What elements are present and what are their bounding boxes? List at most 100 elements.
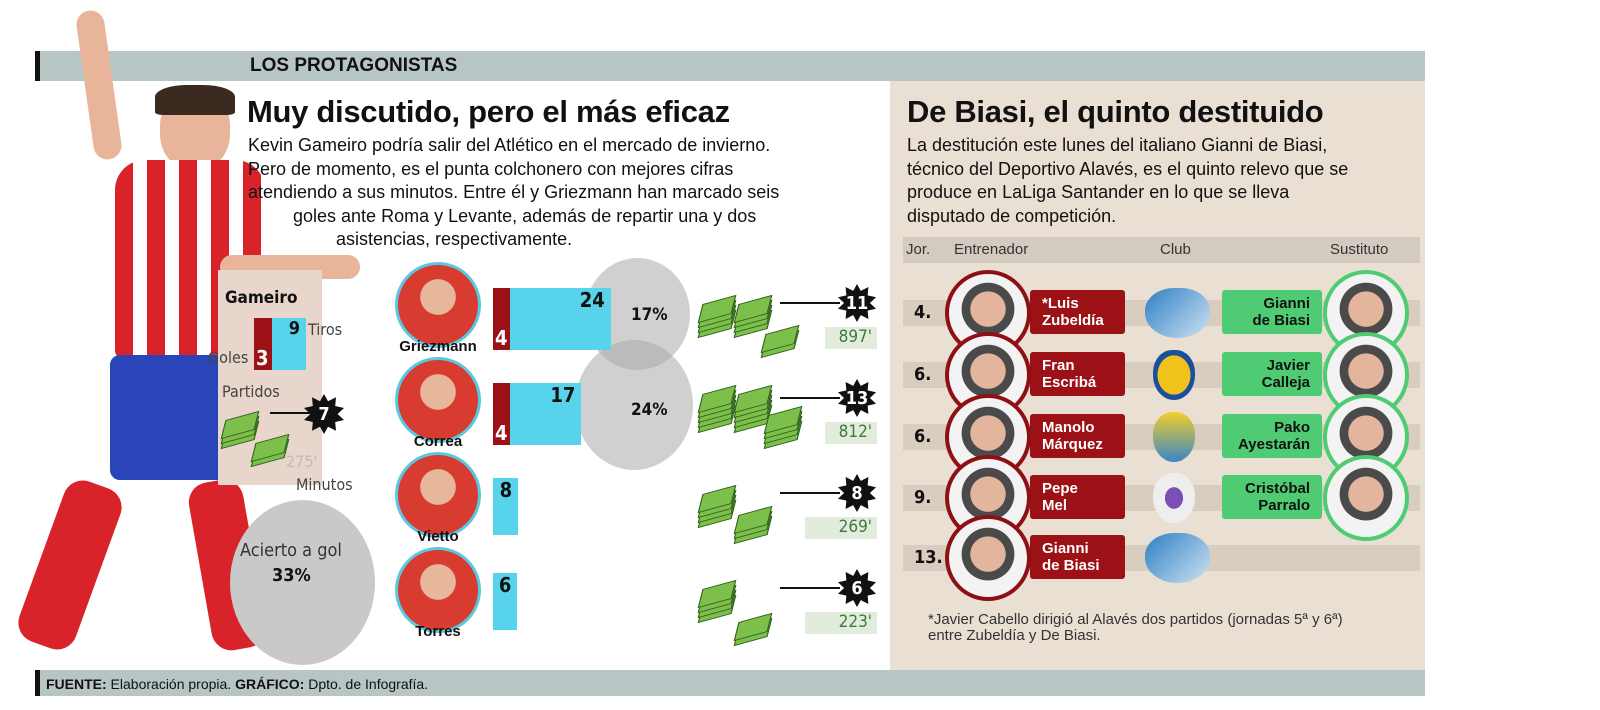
acierto-label: Acierto a gol bbox=[240, 540, 342, 561]
jornada: 13. bbox=[914, 547, 943, 568]
sustituto-name: Gianni de Biasi bbox=[1222, 290, 1322, 334]
coach-last: Escribá bbox=[1042, 374, 1097, 391]
partidos-badge: 8 bbox=[838, 474, 876, 512]
connector-line bbox=[780, 587, 840, 589]
gameiro-minutos: 275' bbox=[286, 452, 318, 471]
sub-last: de Biasi bbox=[1252, 312, 1310, 329]
player-photo-correa bbox=[395, 357, 481, 443]
acierto-circle-correa bbox=[575, 340, 693, 470]
jornada: 6. bbox=[914, 364, 932, 385]
gameiro-name: Gameiro bbox=[225, 288, 298, 308]
minutos-value: 269' bbox=[805, 517, 877, 539]
sub-last: Calleja bbox=[1261, 374, 1310, 391]
jornada: 4. bbox=[914, 302, 932, 323]
header-sustituto: Sustituto bbox=[1330, 241, 1389, 258]
player-name: Torres bbox=[415, 623, 461, 640]
footnote-line: *Javier Cabello dirigió al Alavés dos pa… bbox=[928, 611, 1343, 628]
coach-last: Zubeldía bbox=[1042, 312, 1104, 329]
alaves-crest bbox=[1145, 533, 1210, 583]
sub-first: Javier bbox=[1266, 357, 1310, 374]
paragraph-line: atendiendo a sus minutos. Entre él y Gri… bbox=[248, 182, 780, 202]
acierto-griezmann: 17% bbox=[631, 305, 668, 325]
gameiro-tiros-bar: 9 bbox=[272, 318, 306, 370]
jornada: 9. bbox=[914, 487, 932, 508]
paragraph-line: Kevin Gameiro podría salir del Atlético … bbox=[248, 135, 771, 155]
villarreal-crest bbox=[1153, 350, 1195, 400]
coach-name: Pepe Mel bbox=[1030, 475, 1125, 519]
coach-last: de Biasi bbox=[1042, 557, 1100, 574]
coach-first: Pepe bbox=[1042, 480, 1078, 497]
player-photo-griezmann bbox=[395, 262, 481, 348]
tiros-bar: 6 bbox=[493, 573, 518, 630]
header-entrenador: Entrenador bbox=[954, 241, 1029, 258]
coach-first: Fran bbox=[1042, 357, 1075, 374]
tiros-bar: 8 bbox=[493, 478, 519, 535]
player-name: Griezmann bbox=[399, 338, 477, 355]
goles-bar: 4 bbox=[493, 288, 510, 350]
acierto-circle bbox=[230, 500, 375, 665]
jornada: 6. bbox=[914, 426, 932, 447]
minutos-value: 812' bbox=[825, 422, 877, 444]
right-paragraph: La destitución este lunes del italiano G… bbox=[907, 134, 1348, 228]
table-header bbox=[903, 237, 1420, 263]
sub-first: Pako bbox=[1274, 419, 1310, 436]
coach-name: *Luis Zubeldía bbox=[1030, 290, 1125, 334]
fuente-label: FUENTE: bbox=[46, 676, 107, 692]
player-name: Vietto bbox=[417, 528, 459, 545]
grafico-label: GRÁFICO: bbox=[235, 676, 305, 692]
paragraph-line: goles ante Roma y Levante, además de rep… bbox=[293, 205, 757, 226]
sustituto-name: Pako Ayestarán bbox=[1222, 414, 1322, 458]
sustituto-name: Javier Calleja bbox=[1222, 352, 1322, 396]
right-title: De Biasi, el quinto destituido bbox=[907, 94, 1324, 129]
acierto-value: 33% bbox=[272, 565, 311, 586]
sub-first: Gianni bbox=[1263, 295, 1310, 312]
minutos-label: Minutos bbox=[296, 475, 353, 494]
partidos-badge: 11 bbox=[838, 284, 876, 322]
minutos-value: 223' bbox=[805, 612, 877, 634]
footer: FUENTE: Elaboración propia. GRÁFICO: Dpt… bbox=[35, 670, 1425, 696]
minutos-value: 897' bbox=[825, 327, 877, 349]
coach-last: Mel bbox=[1042, 497, 1068, 514]
paragraph-line: Pero de momento, es el punta colchonero … bbox=[248, 158, 734, 179]
alaves-crest bbox=[1145, 288, 1210, 338]
coach-name: Gianni de Biasi bbox=[1030, 535, 1125, 579]
player-photo-vietto bbox=[395, 452, 481, 538]
tiros-label: Tiros bbox=[308, 320, 343, 339]
goles-label: Goles bbox=[208, 348, 249, 367]
sub-first: Cristóbal bbox=[1244, 480, 1310, 497]
connector-line bbox=[780, 397, 840, 399]
header-band bbox=[35, 51, 1425, 81]
sustituto-photo bbox=[1323, 455, 1409, 541]
footnote: *Javier Cabello dirigió al Alavés dos pa… bbox=[928, 612, 1343, 644]
sustituto-name: Cristóbal Parralo bbox=[1222, 475, 1322, 519]
coach-first: *Luis bbox=[1042, 295, 1079, 312]
las-palmas-crest bbox=[1153, 412, 1195, 462]
fuente-value: Elaboración propia. bbox=[106, 676, 236, 692]
coach-first: Gianni bbox=[1042, 540, 1089, 557]
coach-first: Manolo bbox=[1042, 419, 1095, 436]
gameiro-goles-bar: 3 bbox=[254, 318, 272, 370]
coach-last: Márquez bbox=[1042, 436, 1103, 453]
goles-bar: 4 bbox=[493, 383, 510, 445]
tiros-bar: 17 bbox=[510, 383, 582, 445]
deportivo-crest bbox=[1153, 473, 1195, 523]
partidos-badge: 13 bbox=[838, 379, 876, 417]
connector-line bbox=[780, 492, 840, 494]
paragraph-line: asistencias, respectivamente. bbox=[336, 229, 573, 249]
sub-last: Ayestarán bbox=[1238, 436, 1310, 453]
header-club: Club bbox=[1160, 241, 1191, 258]
connector-line bbox=[780, 302, 840, 304]
tiros-bar: 24 bbox=[510, 288, 611, 350]
player-photo-torres bbox=[395, 547, 481, 633]
header-jor: Jor. bbox=[906, 241, 931, 258]
paragraph-line: La destitución este lunes del italiano G… bbox=[907, 135, 1328, 155]
left-title: Muy discutido, pero el más eficaz bbox=[247, 94, 730, 129]
partidos-badge: 6 bbox=[838, 569, 876, 607]
coach-photo bbox=[945, 515, 1031, 601]
acierto-correa: 24% bbox=[631, 400, 668, 420]
player-name: Correa bbox=[413, 433, 463, 450]
coach-name: Fran Escribá bbox=[1030, 352, 1125, 396]
paragraph-line: técnico del Deportivo Alavés, es el quin… bbox=[907, 158, 1349, 179]
coach-name: Manolo Márquez bbox=[1030, 414, 1125, 458]
sub-last: Parralo bbox=[1258, 497, 1310, 514]
